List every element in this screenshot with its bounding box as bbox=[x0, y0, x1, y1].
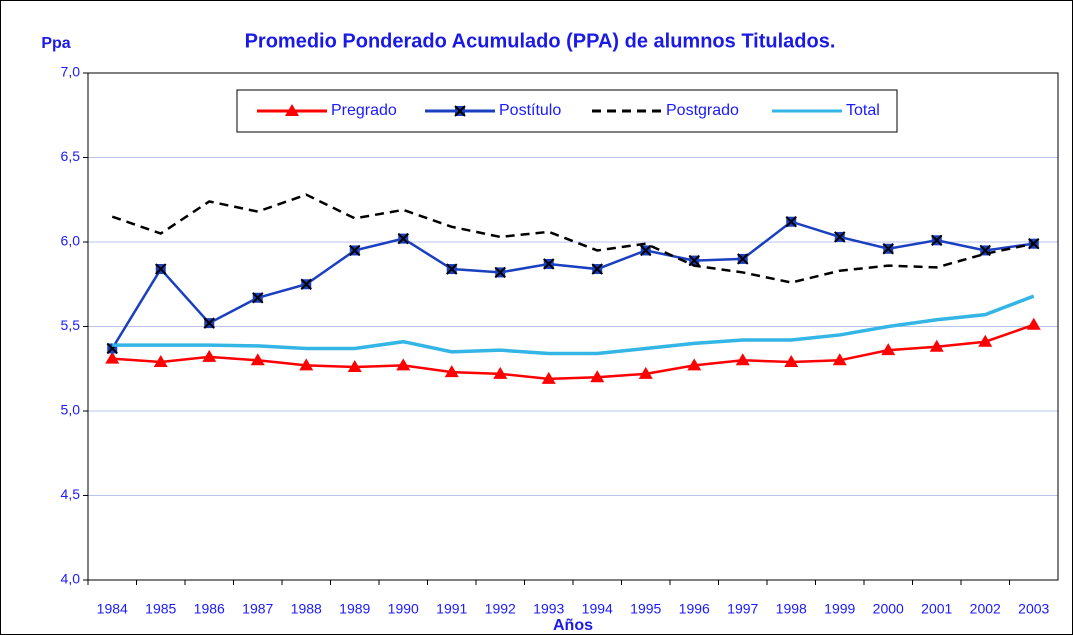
marker bbox=[931, 234, 943, 247]
marker bbox=[203, 317, 215, 329]
marker bbox=[687, 358, 702, 371]
marker bbox=[347, 360, 362, 373]
series-line bbox=[111, 220, 1034, 350]
marker bbox=[881, 343, 896, 356]
legend-label: Postítulo bbox=[499, 102, 561, 119]
y-tick-label: 5,5 bbox=[61, 317, 81, 333]
marker bbox=[638, 366, 653, 379]
marker bbox=[735, 353, 750, 366]
marker bbox=[834, 231, 846, 243]
marker bbox=[202, 349, 217, 362]
marker-cross bbox=[834, 231, 846, 243]
marker bbox=[105, 351, 120, 364]
marker bbox=[591, 263, 603, 275]
x-tick-label: 2000 bbox=[873, 601, 904, 617]
marker bbox=[541, 371, 556, 384]
marker bbox=[929, 339, 944, 352]
marker-cross bbox=[688, 254, 700, 267]
legend-label: Postgrado bbox=[666, 102, 739, 119]
legend-label: Total bbox=[846, 102, 880, 119]
x-tick-label: 1984 bbox=[97, 601, 128, 617]
marker-cross bbox=[300, 278, 312, 290]
x-tick-label: 2002 bbox=[970, 601, 1001, 617]
y-tick-label: 4,0 bbox=[61, 571, 81, 587]
marker-cross bbox=[737, 253, 749, 265]
marker-cross bbox=[203, 317, 215, 329]
marker bbox=[300, 278, 312, 290]
marker bbox=[784, 354, 799, 367]
marker bbox=[882, 243, 894, 255]
y-tick-label: 6,0 bbox=[61, 233, 81, 249]
marker bbox=[543, 258, 555, 270]
x-tick-label: 1999 bbox=[824, 601, 855, 617]
marker-cross bbox=[640, 244, 652, 257]
y-tick-label: 5,0 bbox=[61, 402, 81, 418]
marker-cross bbox=[446, 263, 458, 275]
chart-title: Promedio Ponderado Acumulado (PPA) de al… bbox=[245, 30, 836, 52]
marker-cross bbox=[543, 258, 555, 270]
x-tick-label: 2001 bbox=[921, 601, 952, 617]
legend-label: Pregrado bbox=[331, 102, 397, 119]
series-line bbox=[112, 294, 1035, 356]
x-axis-label: Años bbox=[553, 617, 593, 634]
marker bbox=[349, 244, 361, 257]
legend-marker bbox=[285, 104, 299, 116]
marker bbox=[299, 358, 314, 371]
legend-marker-cross bbox=[454, 105, 466, 117]
x-tick-label: 1996 bbox=[679, 601, 710, 617]
series-line bbox=[111, 193, 1035, 284]
x-tick-label: 1992 bbox=[485, 601, 516, 617]
marker bbox=[153, 354, 168, 367]
y-axis-label: Ppa bbox=[41, 35, 70, 52]
series-line bbox=[112, 323, 1035, 381]
marker-cross bbox=[882, 243, 894, 255]
marker bbox=[832, 353, 847, 366]
marker-cross bbox=[252, 292, 264, 304]
x-tick-label: 1994 bbox=[582, 601, 613, 617]
x-tick-label: 1997 bbox=[727, 601, 758, 617]
x-tick-label: 1993 bbox=[533, 601, 564, 617]
marker bbox=[444, 365, 459, 378]
x-tick-label: 1987 bbox=[242, 601, 273, 617]
marker bbox=[978, 334, 993, 347]
y-tick-label: 4,5 bbox=[61, 486, 81, 502]
marker-cross bbox=[155, 263, 167, 275]
marker bbox=[590, 370, 605, 383]
marker bbox=[155, 263, 167, 275]
marker bbox=[397, 232, 409, 245]
x-tick-label: 1990 bbox=[388, 601, 419, 617]
marker bbox=[737, 253, 749, 265]
x-tick-label: 1986 bbox=[194, 601, 225, 617]
marker-cross bbox=[349, 244, 361, 257]
y-tick-label: 7,0 bbox=[61, 64, 81, 80]
x-tick-label: 1989 bbox=[339, 601, 370, 617]
x-tick-label: 1991 bbox=[436, 601, 467, 617]
x-tick-label: 1985 bbox=[145, 601, 176, 617]
x-tick-label: 1998 bbox=[776, 601, 807, 617]
marker bbox=[1026, 317, 1041, 330]
marker bbox=[250, 353, 265, 366]
marker bbox=[396, 358, 411, 371]
marker bbox=[493, 366, 508, 379]
marker bbox=[252, 292, 264, 304]
marker bbox=[494, 266, 506, 279]
marker-cross bbox=[591, 263, 603, 275]
marker-cross bbox=[494, 266, 506, 279]
y-tick-label: 6,5 bbox=[61, 148, 81, 164]
x-tick-label: 1988 bbox=[291, 601, 322, 617]
marker-cross bbox=[397, 232, 409, 245]
x-tick-label: 1995 bbox=[630, 601, 661, 617]
marker bbox=[688, 254, 700, 267]
marker-cross bbox=[931, 234, 943, 247]
marker bbox=[446, 263, 458, 275]
marker-cross bbox=[785, 216, 797, 228]
marker bbox=[640, 244, 652, 257]
marker bbox=[785, 216, 797, 228]
x-tick-label: 2003 bbox=[1018, 601, 1049, 617]
